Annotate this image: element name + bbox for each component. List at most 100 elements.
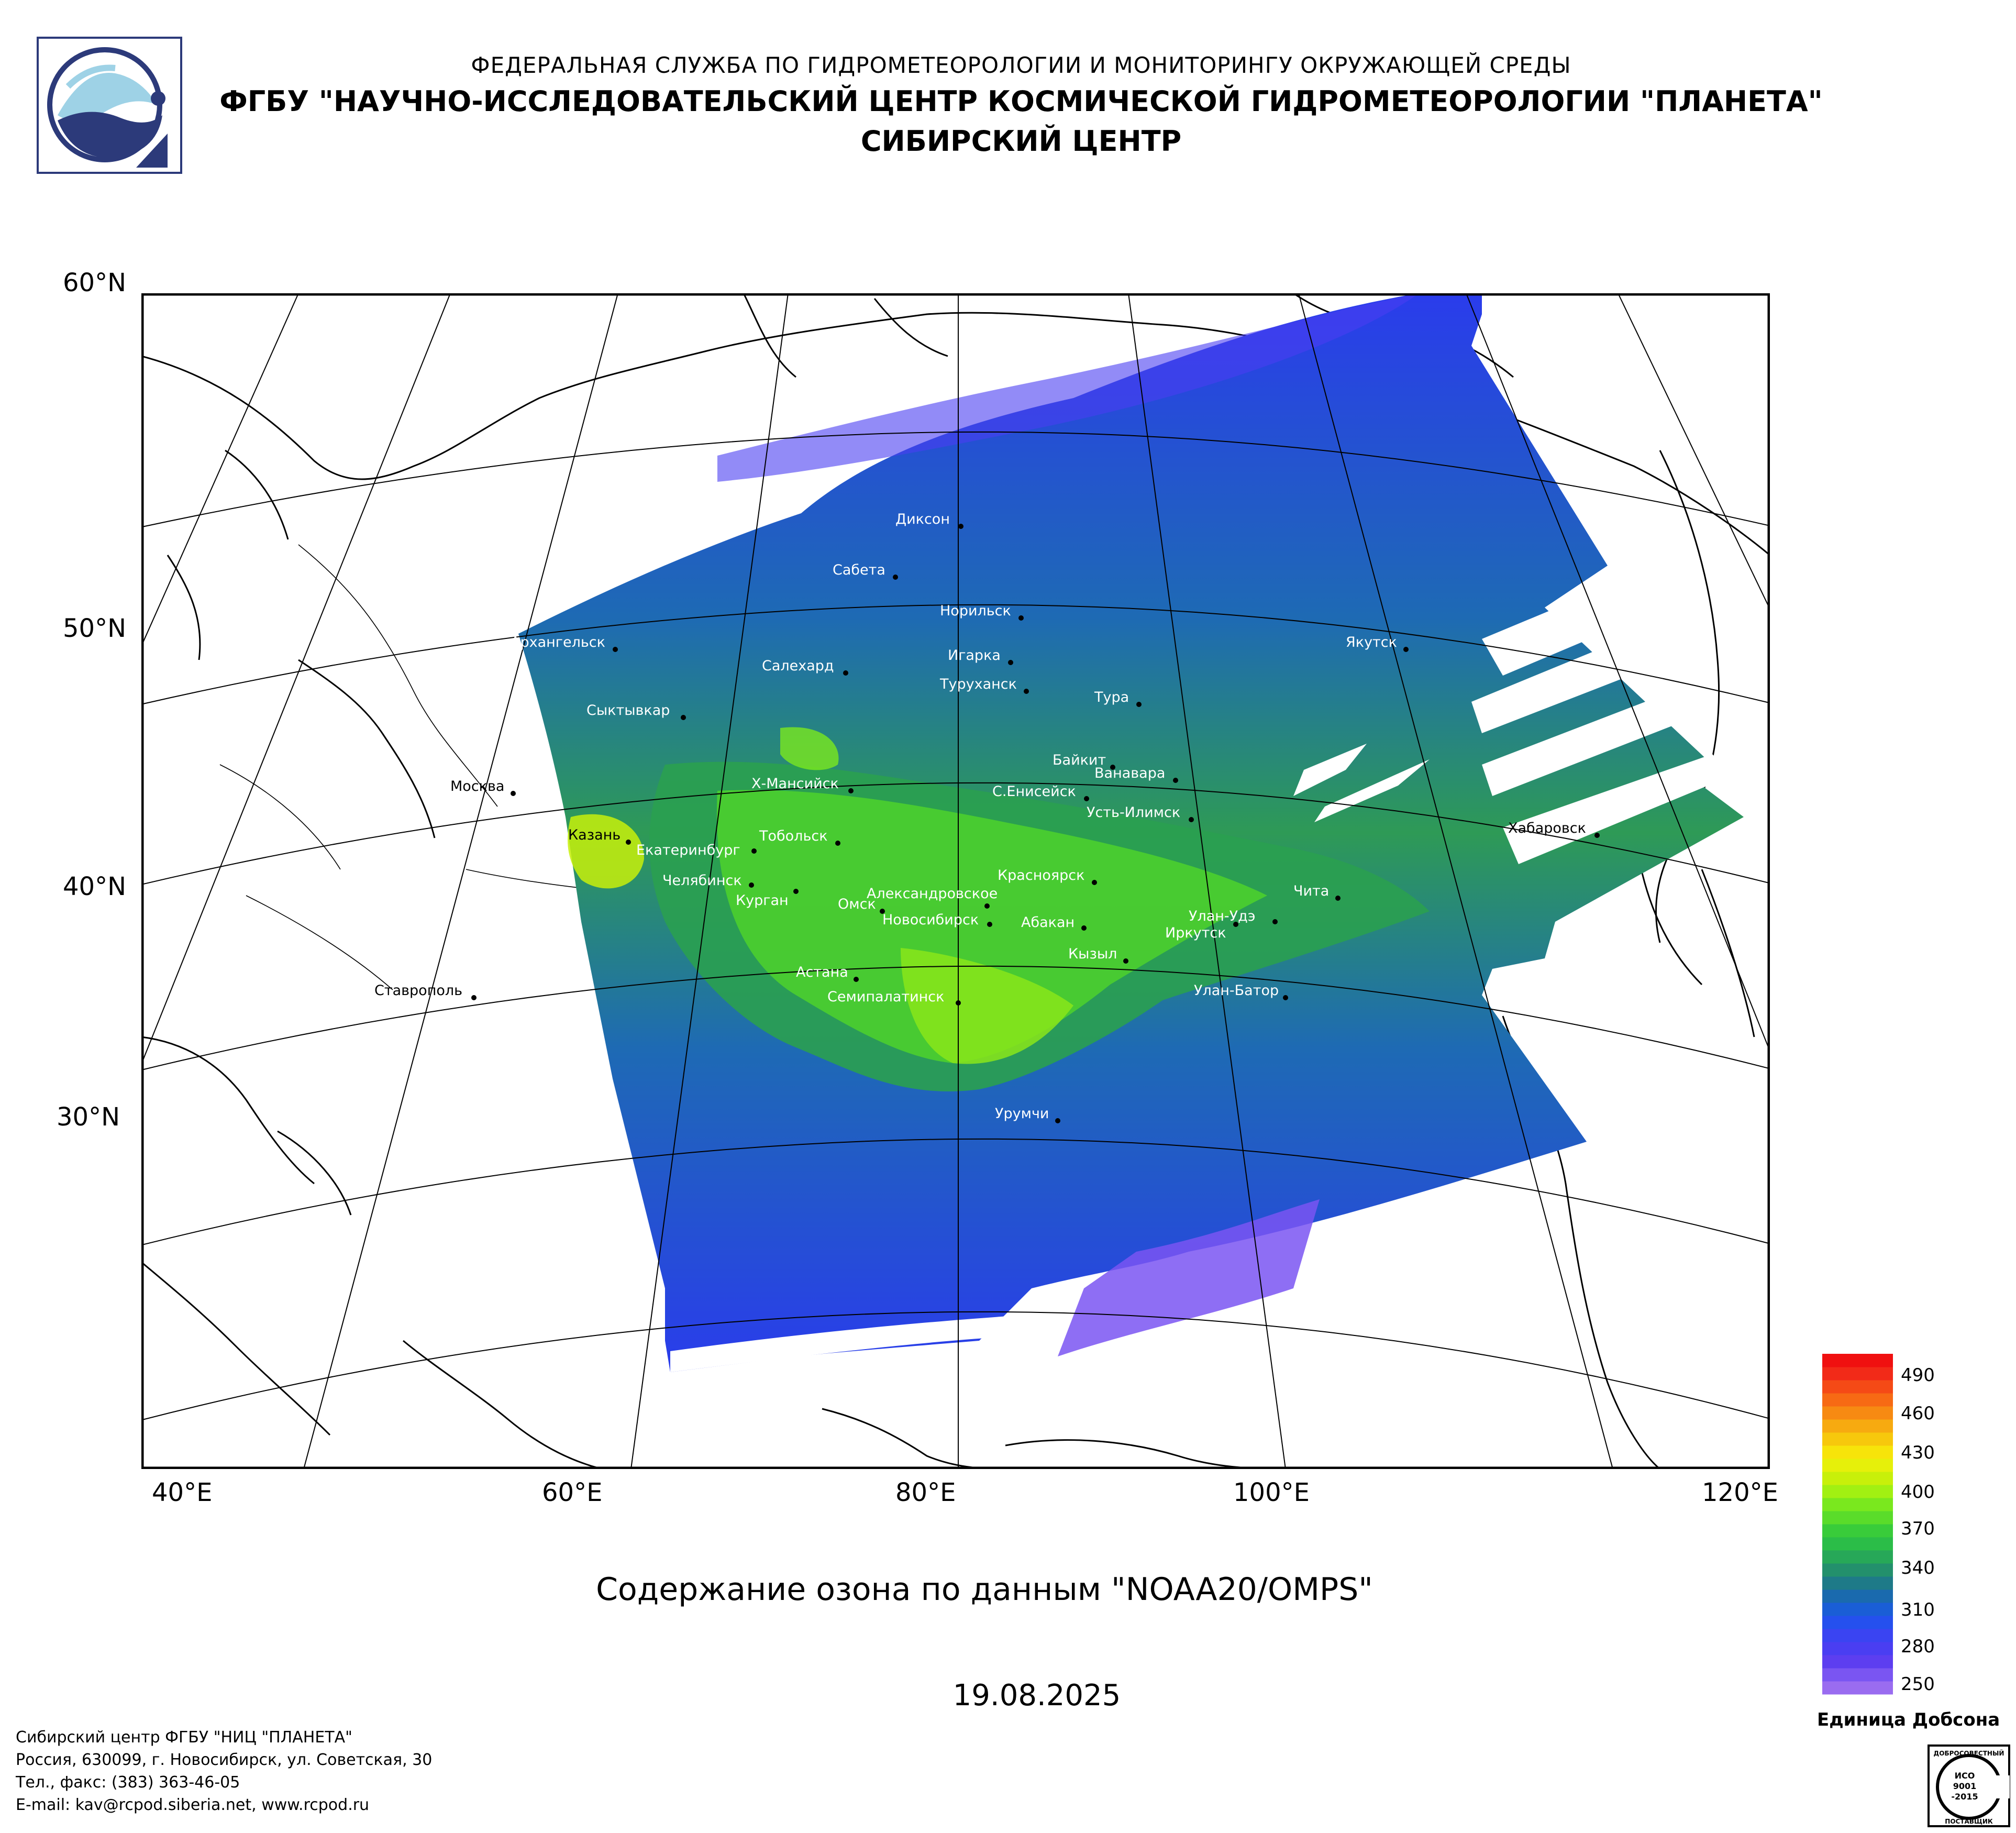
legend-tick: 430 bbox=[1901, 1442, 1935, 1463]
lon-label-100: 100°E bbox=[1233, 1478, 1310, 1507]
lat-label-50: 50°N bbox=[63, 614, 126, 643]
city-label: Салехард bbox=[762, 658, 834, 674]
legend-swatch bbox=[1822, 1537, 1893, 1551]
legend-ticks: 490 460 430 400 370 340 310 280 250 bbox=[1901, 1365, 1935, 1695]
legend-tick: 370 bbox=[1901, 1518, 1935, 1539]
institute-name: ФГБУ "НАУЧНО-ИССЛЕДОВАТЕЛЬСКИЙ ЦЕНТР КОС… bbox=[219, 85, 1823, 118]
city-ekaterinburg: Екатеринбург bbox=[636, 842, 757, 858]
lon-label-80: 80°E bbox=[895, 1478, 956, 1507]
city-baykit: Байкит bbox=[1053, 752, 1115, 770]
city-label: Урумчи bbox=[995, 1106, 1049, 1122]
city-igarka: Игарка bbox=[948, 647, 1013, 665]
city-khmansiysk: Х-Мансийск bbox=[751, 776, 854, 793]
city-label: Абакан bbox=[1021, 914, 1075, 931]
legend-tick: 280 bbox=[1901, 1636, 1935, 1657]
legend-swatch bbox=[1822, 1589, 1893, 1603]
legend-swatch bbox=[1822, 1511, 1893, 1525]
legend-swatch bbox=[1822, 1550, 1893, 1564]
center-name: СИБИРСКИЙ ЦЕНТР bbox=[860, 125, 1182, 158]
city-label: Сабета bbox=[833, 562, 885, 578]
footer-contacts: Сибирский центр ФГБУ "НИЦ "ПЛАНЕТА" Росс… bbox=[16, 1726, 432, 1816]
legend-swatch bbox=[1822, 1563, 1893, 1577]
city-urumqi: Урумчи bbox=[995, 1106, 1060, 1123]
city-yakutsk: Якутск bbox=[1346, 634, 1409, 652]
lat-label-30: 30°N bbox=[57, 1102, 120, 1132]
lon-label-60: 60°E bbox=[542, 1478, 603, 1507]
city-ust-ilimsk: Усть-Илимск bbox=[1087, 804, 1194, 822]
legend-tick: 490 bbox=[1901, 1365, 1935, 1386]
city-label: Омск bbox=[838, 896, 876, 912]
legend-swatch bbox=[1822, 1354, 1893, 1367]
city-label: Игарка bbox=[948, 647, 1001, 664]
legend-colorbar bbox=[1822, 1354, 1893, 1695]
city-label: Красноярск bbox=[998, 867, 1084, 884]
swath-gaps bbox=[670, 587, 1733, 1372]
legend-swatch bbox=[1822, 1642, 1893, 1655]
legend-tick: 400 bbox=[1901, 1482, 1935, 1503]
city-sabeta: Сабета bbox=[833, 562, 898, 580]
city-label: Хабаровск bbox=[1508, 820, 1586, 836]
cert-top: ДОБРОСОВЕСТНЫЙ bbox=[1934, 1749, 2004, 1757]
footer-address: Россия, 630099, г. Новосибирск, ул. Сове… bbox=[16, 1751, 433, 1769]
city-arkhangelsk: Архангельск bbox=[511, 634, 618, 652]
city-s-eniseysk: С.Енисейск bbox=[992, 783, 1089, 801]
planeta-logo bbox=[37, 37, 182, 174]
legend-swatch bbox=[1822, 1655, 1893, 1669]
city-label: Тура bbox=[1094, 689, 1129, 705]
city-label: Иркутск bbox=[1165, 925, 1226, 941]
city-abakan: Абакан bbox=[1021, 914, 1087, 931]
footer-org: Сибирский центр ФГБУ "НИЦ "ПЛАНЕТА" bbox=[16, 1728, 352, 1747]
cert-iso: ИСО bbox=[1955, 1771, 1975, 1781]
city-markers: Диксон Сабета Норильск Архангельск Якутс… bbox=[374, 511, 1600, 1123]
legend-swatch bbox=[1822, 1367, 1893, 1381]
cert-year: -2015 bbox=[1951, 1792, 1978, 1802]
city-label: Туруханск bbox=[939, 676, 1017, 692]
city-label: Ставрополь bbox=[374, 982, 462, 999]
city-novosibirsk: Новосибирск bbox=[882, 912, 992, 928]
city-kurgan: Курган bbox=[736, 889, 799, 909]
legend-tick: 460 bbox=[1901, 1403, 1935, 1424]
city-turukhansk: Туруханск bbox=[939, 676, 1029, 694]
city-omsk: Омск bbox=[838, 896, 885, 914]
legend-swatch bbox=[1822, 1406, 1893, 1420]
legend-title: Единица Добсона bbox=[1817, 1709, 2000, 1730]
graticule bbox=[141, 293, 1770, 1469]
city-label: Тобольск bbox=[759, 828, 828, 844]
city-label: Норильск bbox=[940, 603, 1011, 619]
legend-swatch bbox=[1822, 1668, 1893, 1682]
city-chelyabinsk: Челябинск bbox=[662, 873, 754, 889]
agency-name: ФЕДЕРАЛЬНАЯ СЛУЖБА ПО ГИДРОМЕТЕОРОЛОГИИ … bbox=[471, 52, 1571, 78]
city-label: Кызыл bbox=[1068, 946, 1117, 962]
legend-swatch bbox=[1822, 1498, 1893, 1511]
iso-certificate-badge: ДОБРОСОВЕСТНЫЙ ИСО 9001 -2015 ПОСТАВЩИК bbox=[1928, 1744, 2010, 1827]
legend-tick: 250 bbox=[1901, 1674, 1935, 1695]
legend-swatch bbox=[1822, 1576, 1893, 1590]
city-kazan: Казань bbox=[568, 827, 631, 845]
city-krasnoyarsk: Красноярск bbox=[998, 867, 1097, 885]
legend-tick: 340 bbox=[1901, 1558, 1935, 1578]
city-label: Улан-Удэ bbox=[1189, 908, 1256, 924]
city-ulan-bator: Улан-Батор bbox=[1194, 982, 1288, 1000]
city-tura: Тура bbox=[1094, 689, 1142, 707]
cert-bottom: ПОСТАВЩИК bbox=[1945, 1818, 1993, 1825]
city-label: Байкит bbox=[1053, 752, 1106, 768]
legend-swatch bbox=[1822, 1419, 1893, 1433]
cert-number: 9001 bbox=[1953, 1781, 1977, 1791]
legend-swatch bbox=[1822, 1629, 1893, 1642]
city-chita: Чита bbox=[1293, 883, 1341, 901]
city-label: Челябинск bbox=[662, 873, 742, 889]
legend-swatch bbox=[1822, 1432, 1893, 1446]
city-vanavara: Ванавара bbox=[1094, 765, 1178, 783]
city-label: С.Енисейск bbox=[992, 783, 1076, 800]
city-label: Х-Мансийск bbox=[751, 776, 839, 792]
footer-email: E-mail: kav@rcpod.siberia.net, www.rcpod… bbox=[16, 1796, 370, 1814]
map-date: 19.08.2025 bbox=[952, 1679, 1121, 1713]
city-label: Астана bbox=[796, 964, 848, 980]
legend-swatch bbox=[1822, 1485, 1893, 1498]
city-syktyvkar: Сыктывкар bbox=[586, 702, 686, 720]
legend-swatch bbox=[1822, 1616, 1893, 1629]
ozone-map: Диксон Сабета Норильск Архангельск Якутс… bbox=[141, 293, 1770, 1469]
ozone-swath bbox=[518, 293, 1744, 1372]
city-label: Александровское bbox=[867, 886, 998, 902]
map-caption: Содержание озона по данным "NOAA20/OMPS" bbox=[596, 1571, 1373, 1608]
